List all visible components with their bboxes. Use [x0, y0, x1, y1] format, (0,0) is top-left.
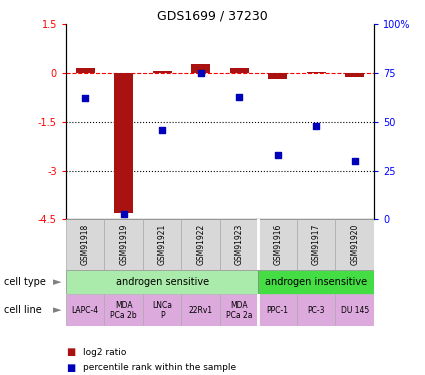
Text: LNCa
P: LNCa P [152, 301, 172, 320]
Bar [335, 219, 374, 270]
Bar [191, 64, 210, 73]
Bar [105, 219, 143, 270]
Point [236, 93, 243, 99]
Point [82, 96, 88, 102]
Text: GSM91921: GSM91921 [158, 224, 167, 266]
Bar [258, 219, 297, 270]
Bar [297, 294, 335, 326]
Text: PPC-1: PPC-1 [267, 306, 289, 315]
Text: ►: ► [53, 305, 62, 315]
Bar [153, 70, 172, 73]
Bar [345, 73, 364, 77]
Text: PC-3: PC-3 [307, 306, 325, 315]
Bar [230, 68, 249, 73]
Bar [258, 294, 297, 326]
Text: GSM91918: GSM91918 [81, 224, 90, 266]
Bar [258, 270, 374, 294]
Bar [268, 73, 287, 79]
Bar [220, 294, 258, 326]
Text: LAPC-4: LAPC-4 [71, 306, 99, 315]
Text: cell type: cell type [4, 277, 46, 287]
Text: cell line: cell line [4, 305, 42, 315]
Text: androgen sensitive: androgen sensitive [116, 277, 209, 287]
Text: MDA
PCa 2b: MDA PCa 2b [110, 301, 137, 320]
Bar [66, 270, 258, 294]
Bar [306, 72, 326, 73]
Text: GSM91919: GSM91919 [119, 224, 128, 266]
Bar [220, 219, 258, 270]
Bar [114, 73, 133, 213]
Text: ■: ■ [66, 363, 75, 372]
Text: ■: ■ [66, 348, 75, 357]
Point [274, 152, 281, 158]
Bar [143, 219, 181, 270]
Bar [105, 294, 143, 326]
Text: ►: ► [53, 277, 62, 287]
Bar [181, 294, 220, 326]
Bar [143, 294, 181, 326]
Text: androgen insensitive: androgen insensitive [265, 277, 367, 287]
Text: GSM91922: GSM91922 [196, 224, 205, 266]
Bar [66, 219, 105, 270]
Point [197, 70, 204, 76]
Text: DU 145: DU 145 [340, 306, 369, 315]
Bar [335, 294, 374, 326]
Point [120, 210, 127, 216]
Text: GSM91917: GSM91917 [312, 224, 321, 266]
Bar [76, 68, 95, 73]
Text: GDS1699 / 37230: GDS1699 / 37230 [157, 9, 268, 22]
Text: GSM91916: GSM91916 [273, 224, 282, 266]
Bar [181, 219, 220, 270]
Point [351, 158, 358, 164]
Text: log2 ratio: log2 ratio [83, 348, 126, 357]
Bar [66, 294, 105, 326]
Point [313, 123, 320, 129]
Text: GSM91923: GSM91923 [235, 224, 244, 266]
Text: MDA
PCa 2a: MDA PCa 2a [226, 301, 252, 320]
Bar [297, 219, 335, 270]
Text: GSM91920: GSM91920 [350, 224, 359, 266]
Text: percentile rank within the sample: percentile rank within the sample [83, 363, 236, 372]
Text: 22Rv1: 22Rv1 [189, 306, 213, 315]
Point [159, 127, 166, 133]
